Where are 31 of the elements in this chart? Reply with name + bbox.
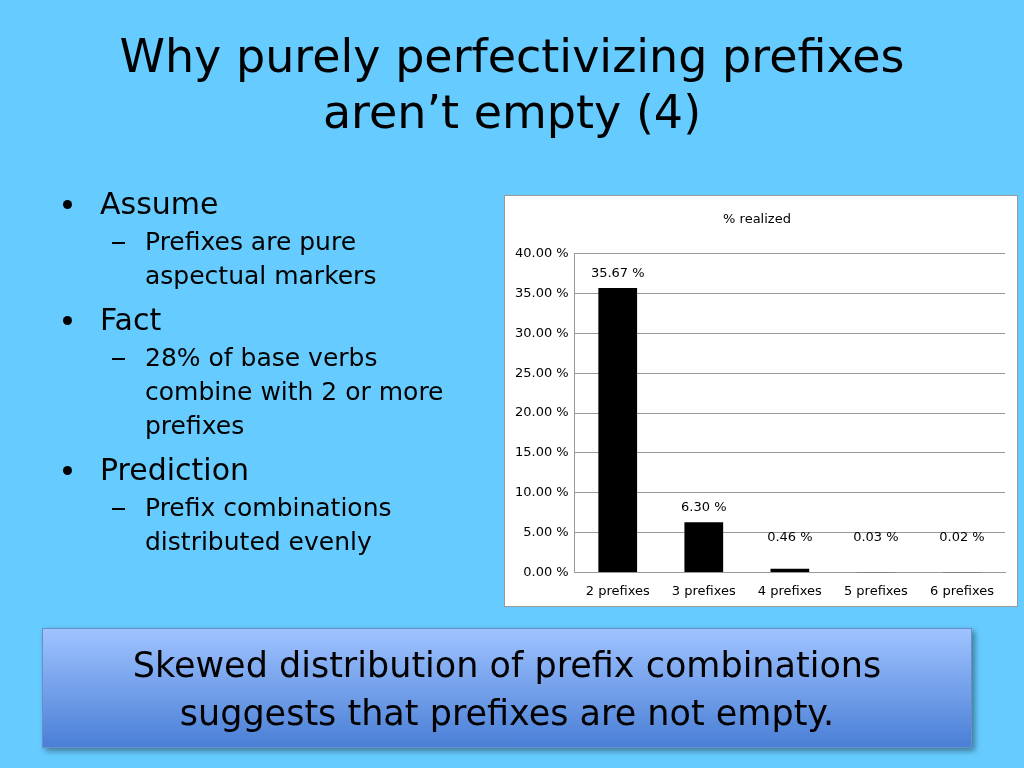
y-tick-label: 15.00 % bbox=[515, 444, 569, 460]
y-tick-label: 35.00 % bbox=[515, 284, 569, 300]
text: Prefix combinations distributed evenly bbox=[145, 493, 392, 556]
x-tick-label: 4 prefixes bbox=[757, 582, 823, 598]
bar bbox=[770, 568, 810, 572]
text: Prefixes are pure aspectual markers bbox=[145, 227, 377, 290]
chart-title: % realized bbox=[723, 211, 791, 227]
x-tick-label: 2 prefixes bbox=[585, 582, 650, 598]
text: 28% of base verbs combine with 2 or more prefixes bbox=[145, 343, 444, 440]
y-tick-label: 20.00 % bbox=[515, 404, 569, 420]
x-tick-label: 3 prefixes bbox=[671, 582, 736, 598]
y-tick-label: 40.00 % bbox=[515, 244, 569, 260]
y-tick-label: 0.00 % bbox=[523, 563, 569, 579]
data-label: 0.03 % bbox=[853, 529, 899, 545]
y-tick-label: 10.00 % bbox=[515, 484, 569, 500]
text: Assume bbox=[100, 186, 219, 221]
data-label: 0.02 % bbox=[939, 529, 985, 545]
y-tick-label: 30.00 % bbox=[515, 324, 569, 340]
bar bbox=[598, 288, 638, 572]
y-tick-label: 5.00 % bbox=[523, 523, 569, 539]
bar bbox=[684, 522, 724, 572]
data-label: 0.46 % bbox=[767, 529, 813, 545]
text: Skewed distribution of prefix combinations suggests that prefixes are not empty. bbox=[42, 628, 972, 748]
data-label: 6.30 % bbox=[681, 499, 727, 515]
text: Prediction bbox=[100, 452, 250, 487]
data-label: 35.67 % bbox=[590, 264, 645, 280]
x-tick-label: 5 prefixes bbox=[843, 582, 909, 598]
text: Fact bbox=[100, 302, 162, 337]
text: Why purely perfectivizing prefixes aren’t empty (4) bbox=[118, 28, 906, 140]
y-tick-label: 25.00 % bbox=[515, 364, 569, 380]
x-tick-label: 6 prefixes bbox=[929, 582, 995, 598]
